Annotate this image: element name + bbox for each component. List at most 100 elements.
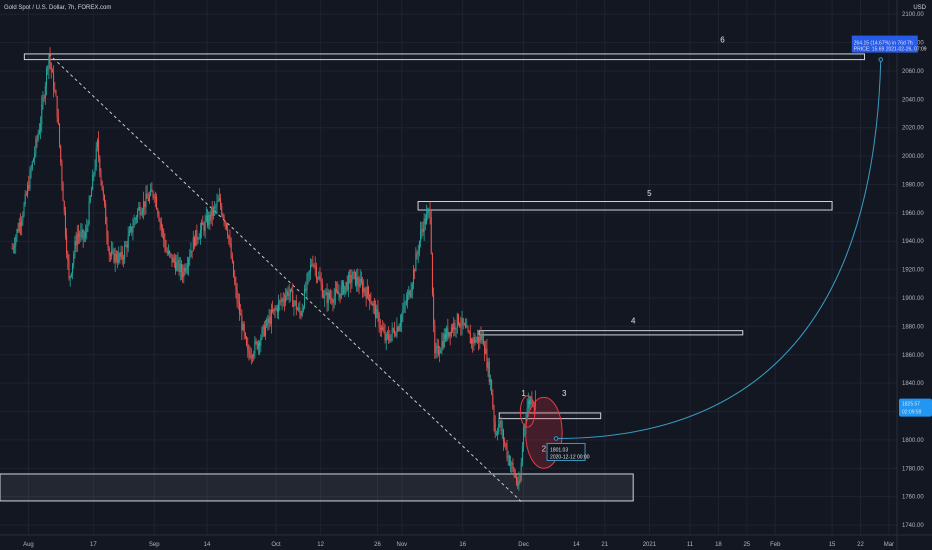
candle-body (376, 309, 378, 319)
candle-body (105, 203, 107, 225)
candle-body (61, 162, 63, 183)
candle-body (117, 260, 119, 263)
candle-body (266, 319, 268, 327)
candle-body (24, 194, 26, 205)
candle-body (119, 253, 121, 257)
candle-body (467, 326, 469, 331)
candle-body (479, 335, 481, 343)
candle-body (214, 206, 216, 208)
candle-body (382, 327, 384, 331)
candle-body (138, 206, 140, 211)
candle-body (70, 273, 72, 277)
candle-body (278, 302, 280, 313)
x-tick-label: 22 (857, 542, 864, 548)
candle-body (381, 327, 383, 330)
candle-body (19, 222, 21, 226)
candle-body (98, 140, 100, 157)
candle-body (328, 292, 330, 298)
x-tick-label: 26 (374, 542, 381, 548)
candle-body (237, 301, 239, 303)
zone-box-base (0, 473, 634, 502)
candle-body (215, 206, 217, 208)
candle-body (177, 260, 179, 263)
candle-body (128, 230, 130, 236)
candle-body (255, 341, 257, 343)
candle-body (76, 234, 78, 246)
candle-body (22, 215, 24, 221)
zone-label-2: 2 (542, 444, 547, 453)
candle-body (100, 172, 102, 181)
candle-body (526, 408, 528, 420)
candle-body (372, 303, 374, 306)
candle-body (409, 290, 411, 297)
candle-body (109, 254, 111, 256)
candle-body (282, 299, 284, 302)
candle-body (455, 328, 457, 330)
candle-body (253, 353, 255, 357)
x-tick-label: 15 (829, 542, 836, 548)
candle-body (188, 259, 190, 267)
candle-body (146, 193, 148, 199)
y-tick-label: 1780.00 (902, 466, 924, 472)
candle-body (224, 221, 226, 223)
candle-body (466, 326, 468, 328)
candle-body (307, 272, 309, 278)
candle-body (160, 222, 162, 228)
candle-body (170, 253, 172, 255)
candle-body (366, 287, 368, 299)
candle-body (484, 345, 486, 354)
candle-body (412, 269, 414, 285)
candle-body (358, 284, 360, 287)
candle-body (262, 325, 264, 329)
candle-body (185, 268, 187, 272)
candle-body (205, 215, 207, 221)
candle-body (211, 209, 213, 217)
candle-body (16, 229, 18, 238)
candle-body (120, 251, 122, 257)
candle-body (480, 335, 482, 341)
candle-body (51, 70, 53, 73)
candle-body (137, 210, 139, 218)
candle-body (131, 226, 133, 233)
candle-body (66, 235, 68, 255)
candle-body (238, 302, 240, 314)
candle-body (86, 227, 88, 233)
y-tick-label: 1800.00 (902, 438, 924, 444)
x-tick-label: 12 (317, 542, 324, 548)
candle-body (430, 217, 432, 254)
candle-body (310, 265, 311, 271)
y-tick-label: 1760.00 (902, 495, 924, 501)
candle-body (319, 276, 321, 281)
candle-body (405, 301, 407, 303)
candle-body (94, 166, 96, 174)
x-tick-label: 11 (687, 542, 694, 548)
candle-body (14, 246, 16, 248)
candle-body (126, 244, 128, 248)
candle-body (82, 229, 84, 239)
candle-body (124, 246, 126, 259)
candle-body (261, 328, 263, 339)
candle-body (354, 271, 356, 286)
x-tick-label: Dec (518, 542, 529, 548)
x-tick-label: Feb (770, 542, 781, 548)
candle-body (207, 215, 209, 226)
candle-body (167, 251, 169, 254)
y-tick-label: 1860.00 (902, 353, 924, 359)
candle-body (436, 345, 438, 349)
zone-box-4 (478, 330, 744, 336)
candle-body (75, 241, 77, 246)
candle-body (247, 345, 249, 350)
candle-body (510, 464, 512, 466)
candle-body (491, 379, 493, 395)
candle-body (453, 323, 455, 330)
candle-body (404, 302, 406, 304)
candle-body (386, 334, 388, 335)
candle-body (468, 330, 470, 334)
candle-body (308, 270, 310, 273)
candle-body (163, 230, 165, 240)
candle-body (439, 352, 441, 354)
candle-body (285, 296, 287, 303)
candle-body (220, 197, 222, 207)
candle-body (452, 327, 454, 330)
